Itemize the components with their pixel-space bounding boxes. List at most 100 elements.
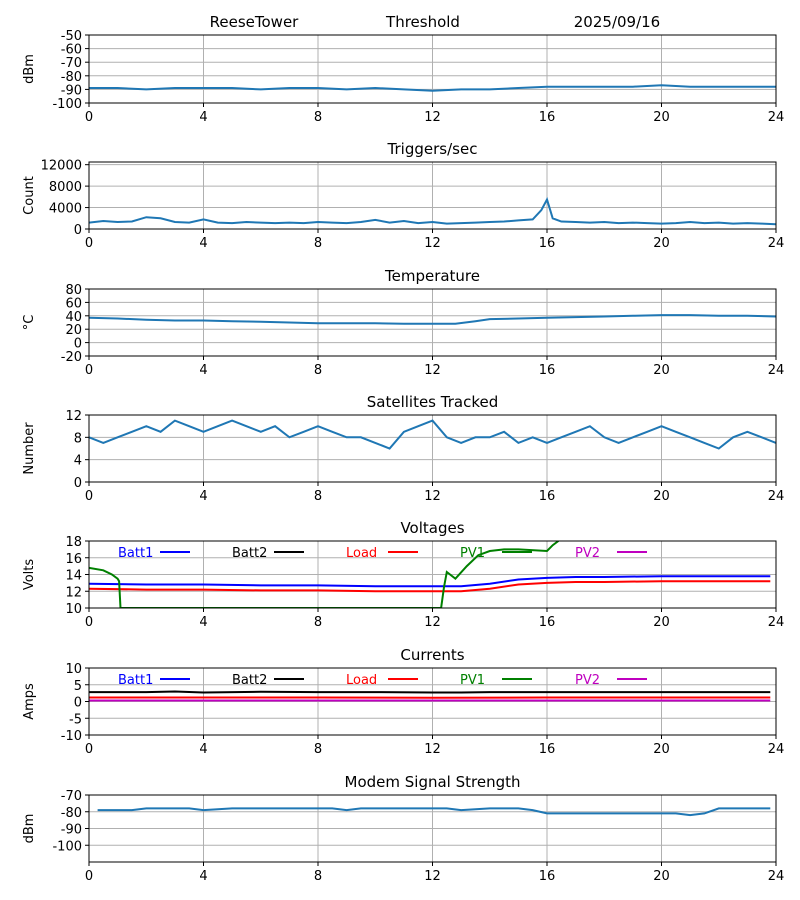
- x-tick-label: 24: [768, 489, 785, 504]
- y-axis-label: Count: [22, 176, 37, 215]
- x-tick-label: 12: [424, 110, 441, 125]
- y-tick-label: 8: [74, 431, 82, 446]
- x-tick-label: 16: [539, 615, 556, 630]
- y-axis-label: Number: [22, 422, 37, 475]
- chart-title-temperature: Temperature: [384, 267, 480, 285]
- y-tick-label: 0: [74, 476, 82, 491]
- y-axis-label: dBm: [22, 54, 37, 84]
- x-tick-label: 12: [424, 869, 441, 884]
- x-tick-label: 8: [314, 869, 322, 884]
- y-axis-label: Volts: [22, 559, 37, 591]
- y-tick-label: 5: [74, 679, 82, 694]
- y-tick-label: 10: [65, 602, 82, 617]
- x-tick-label: 0: [85, 110, 93, 125]
- y-tick-label: -90: [61, 83, 82, 98]
- y-tick-label: 80: [65, 283, 82, 298]
- legend-label-batt2: Batt2: [232, 546, 267, 561]
- legend-label-pv2: PV2: [575, 546, 600, 561]
- y-tick-label: 12: [65, 585, 82, 600]
- x-tick-label: 4: [199, 110, 207, 125]
- legend: Batt1 Batt2 Load PV1 PV2: [118, 673, 647, 688]
- chart-title-satellites: Satellites Tracked: [367, 393, 498, 411]
- y-tick-label: 12000: [41, 159, 82, 174]
- x-tick-label: 24: [768, 742, 785, 757]
- x-tick-label: 24: [768, 869, 785, 884]
- legend-label-batt1: Batt1: [118, 546, 153, 561]
- y-tick-label: 10: [65, 662, 82, 677]
- legend-label-pv1: PV1: [460, 546, 485, 561]
- y-tick-label: 16: [65, 552, 82, 567]
- y-tick-label: 12: [65, 409, 82, 424]
- y-tick-label: -90: [61, 823, 82, 838]
- series-line-triggers: [89, 196, 776, 226]
- header-center: Threshold: [385, 13, 460, 31]
- x-tick-label: 12: [424, 489, 441, 504]
- y-tick-label: 8000: [49, 180, 82, 195]
- series-line-batt1: [89, 575, 771, 588]
- x-tick-label: 12: [424, 363, 441, 378]
- y-tick-label: -60: [61, 43, 82, 58]
- x-tick-label: 0: [85, 236, 93, 251]
- x-tick-label: 12: [424, 615, 441, 630]
- y-axis-label: dBm: [22, 814, 37, 844]
- x-tick-label: 8: [314, 236, 322, 251]
- chart-title-currents: Currents: [400, 646, 464, 664]
- x-tick-label: 16: [539, 869, 556, 884]
- x-tick-label: 16: [539, 110, 556, 125]
- series-line-temperature: [89, 314, 776, 325]
- x-tick-label: 12: [424, 236, 441, 251]
- y-axis-label: Amps: [22, 683, 37, 720]
- legend-label-load: Load: [346, 546, 377, 561]
- y-tick-label: 4000: [49, 202, 82, 217]
- series-line-load: [89, 580, 771, 593]
- panel-satellites: 0 4 8 12 16 20 24 0 4 8 12 Satellites Tracked Number: [22, 393, 784, 504]
- series-line-batt2: [89, 690, 771, 694]
- y-tick-label: 0: [74, 696, 82, 711]
- x-tick-label: 24: [768, 236, 785, 251]
- x-tick-label: 0: [85, 615, 93, 630]
- x-tick-label: 24: [768, 615, 785, 630]
- x-tick-label: 4: [199, 489, 207, 504]
- x-tick-label: 0: [85, 742, 93, 757]
- x-tick-label: 8: [314, 363, 322, 378]
- y-tick-label: 14: [65, 569, 82, 584]
- series-line-satellites: [89, 419, 776, 450]
- y-tick-label: -70: [61, 56, 82, 71]
- x-tick-label: 4: [199, 742, 207, 757]
- x-tick-label: 4: [199, 615, 207, 630]
- panel-threshold: 0 4 8 12 16 20 24 -100-90-80-70-60-50 dBm: [22, 29, 784, 125]
- series-group: [89, 314, 776, 325]
- y-tick-label: -80: [61, 70, 82, 85]
- series-group: [89, 541, 771, 608]
- y-tick-label: 4: [74, 454, 82, 469]
- series-group: [89, 419, 776, 450]
- x-tick-label: 24: [768, 110, 785, 125]
- x-tick-label: 8: [314, 110, 322, 125]
- x-tick-label: 16: [539, 489, 556, 504]
- y-tick-label: -100: [52, 839, 82, 854]
- series-group: [89, 84, 776, 92]
- y-tick-label: -20: [61, 350, 82, 365]
- y-tick-label: 18: [65, 535, 82, 550]
- chart-title-voltages: Voltages: [400, 519, 464, 537]
- x-tick-label: 16: [539, 742, 556, 757]
- y-tick-label: 20: [65, 323, 82, 338]
- header-date: 2025/09/16: [574, 13, 660, 31]
- chart-title-modem: Modem Signal Strength: [345, 773, 521, 791]
- x-tick-label: 20: [653, 110, 670, 125]
- panel-triggers: 0 4 8 12 16 20 24 0 4000 8000 12000 Triggers/sec Cou…: [22, 140, 784, 251]
- x-tick-label: 0: [85, 489, 93, 504]
- panel-modem: 0 4 8 12 16 20 24 -100-90 -80 -70 Modem Signal Str…: [22, 773, 784, 884]
- x-tick-label: 12: [424, 742, 441, 757]
- x-tick-label: 8: [314, 615, 322, 630]
- x-tick-label: 20: [653, 869, 670, 884]
- series-group: [97, 807, 771, 817]
- y-tick-label: 0: [74, 337, 82, 352]
- y-tick-label: -10: [61, 729, 82, 744]
- x-tick-label: 4: [199, 363, 207, 378]
- x-tick-label: 4: [199, 869, 207, 884]
- legend-label-batt1: Batt1: [118, 673, 153, 688]
